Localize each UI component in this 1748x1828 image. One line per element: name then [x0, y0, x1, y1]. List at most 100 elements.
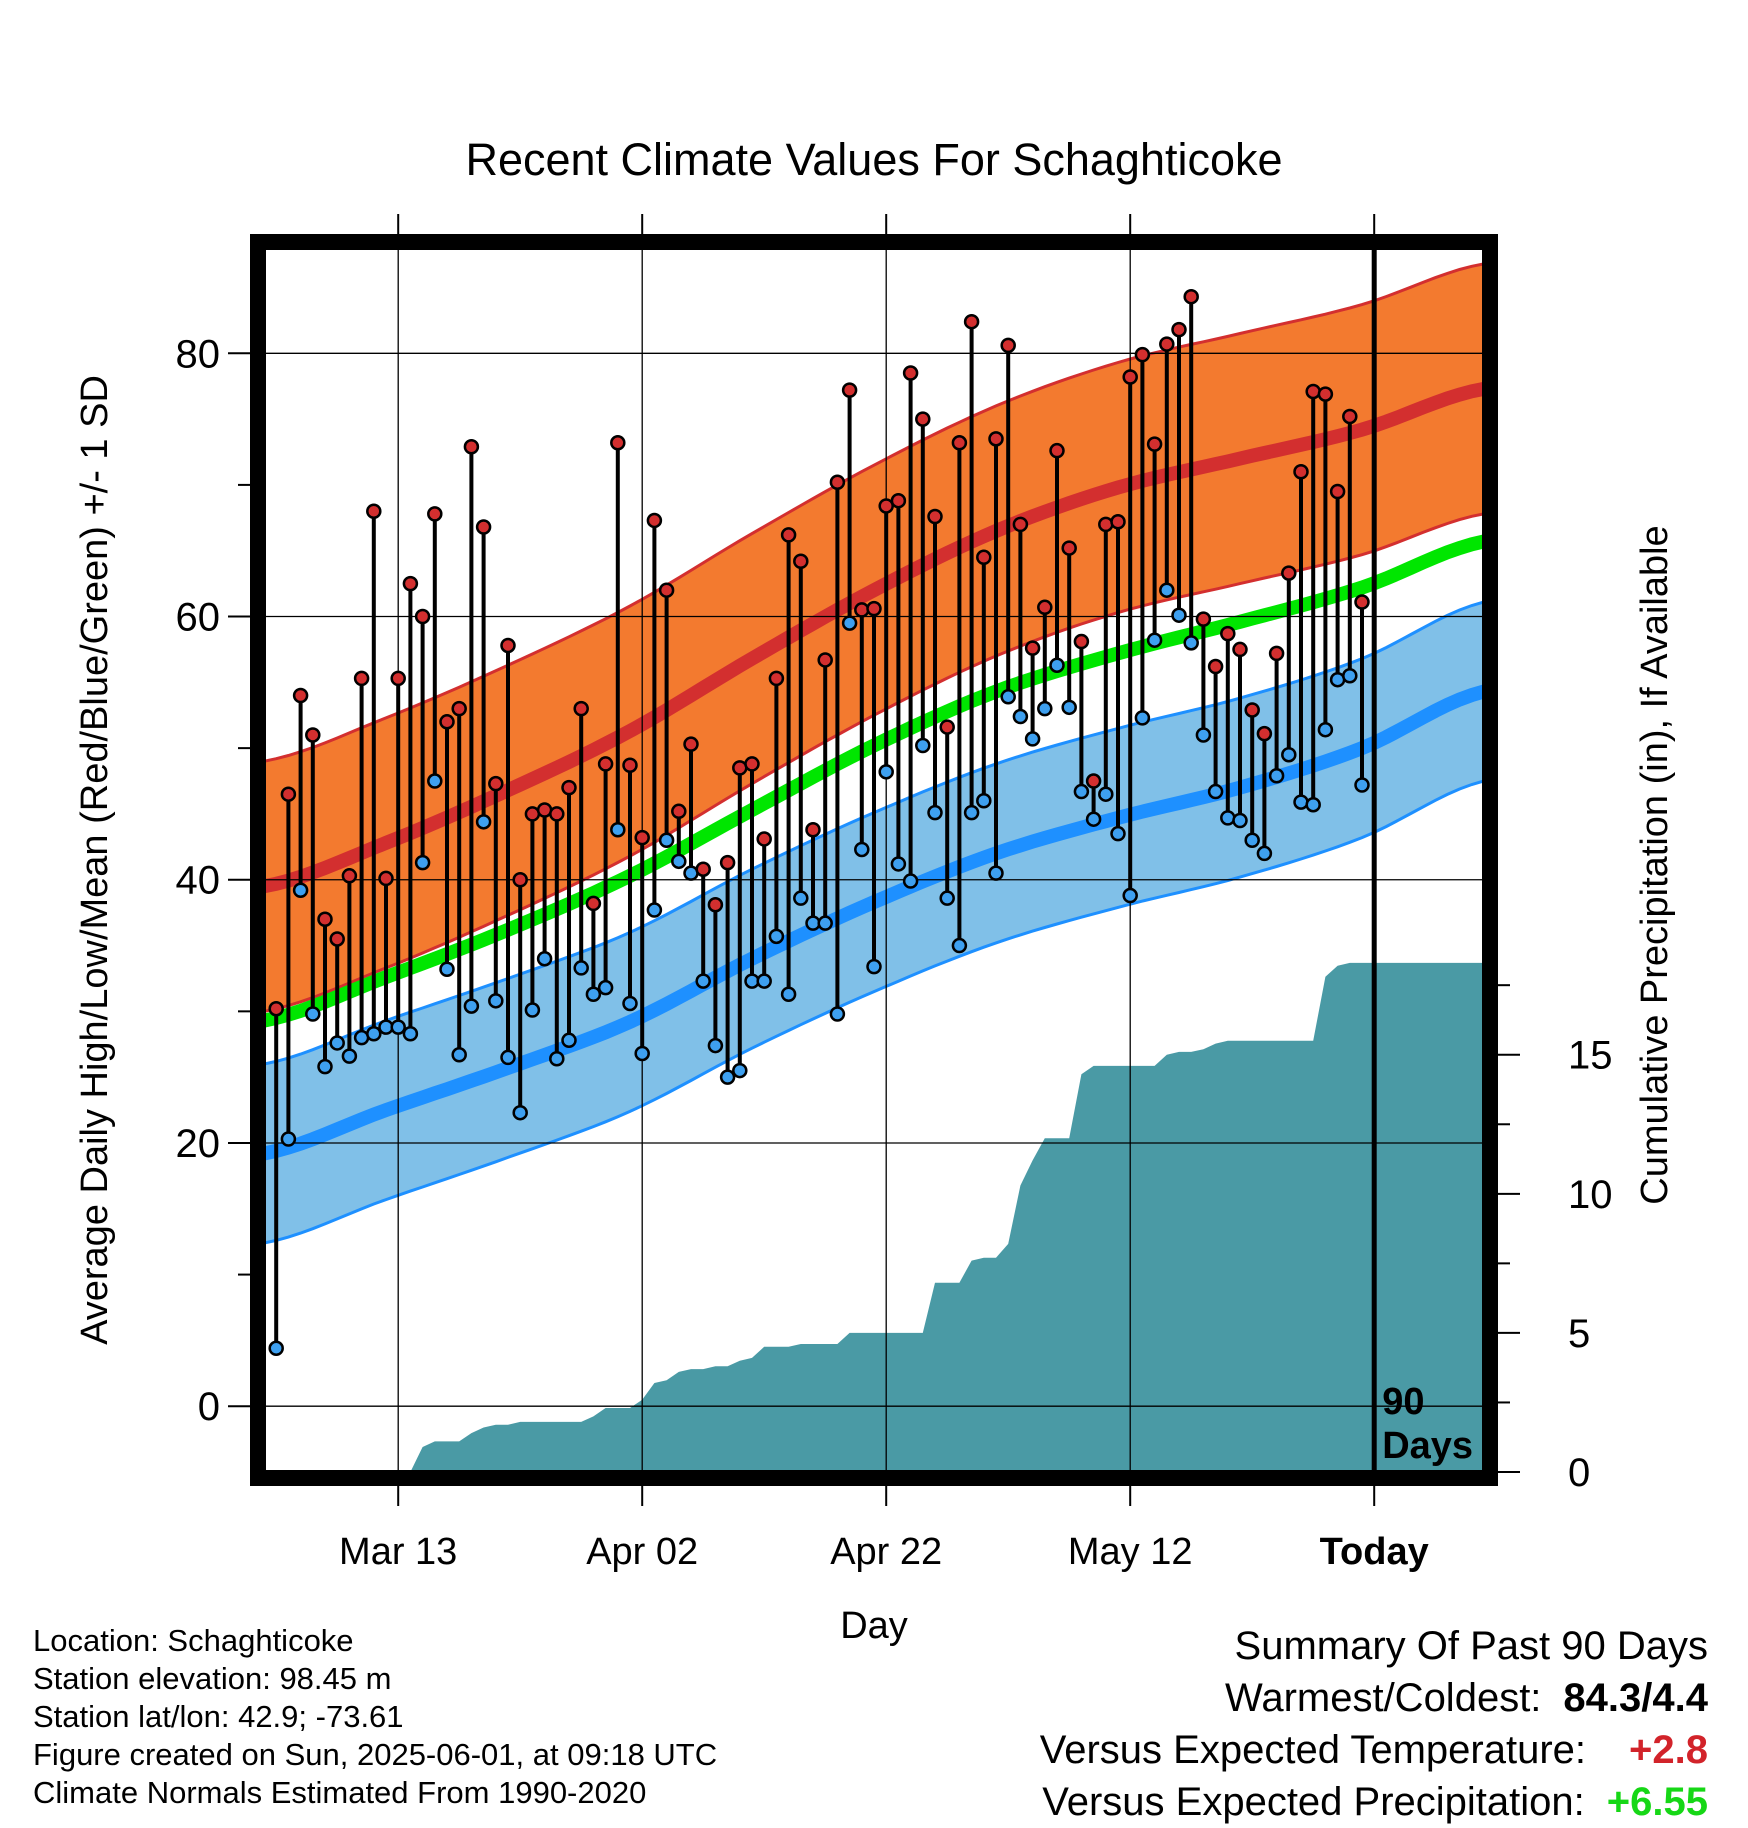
plot-inner: 90 Days: [264, 248, 1484, 1472]
observed-low-point: [414, 854, 431, 871]
y-axis-label: Average Daily High/Low/Mean (Red/Blue/Gr…: [74, 375, 116, 1345]
precip-anomaly-label: Versus Expected Precipitation:: [1042, 1780, 1585, 1824]
observed-low-point: [1293, 794, 1309, 810]
observed-low-point: [1317, 721, 1334, 738]
observed-high-point: [805, 821, 821, 838]
observed-low-point: [866, 958, 882, 975]
y2-axis-label: Cumulative Precipitation (in), If Availa…: [1634, 525, 1676, 1204]
warmest-coldest-value: 84.3/4.4: [1563, 1676, 1708, 1720]
observed-low-point: [634, 1045, 650, 1062]
x-axis-label: Day: [840, 1605, 908, 1647]
y2-tick-label: 5: [1568, 1312, 1590, 1356]
observed-high-point: [1207, 658, 1224, 675]
observed-high-point: [439, 714, 455, 730]
observed-low-point: [561, 1032, 577, 1049]
observed-high-point: [1268, 645, 1285, 662]
observed-high-point: [1061, 540, 1077, 556]
observed-high-point: [744, 756, 760, 772]
observed-low-point: [1061, 699, 1077, 716]
plot-area: 90 Days Mar 13 Apr 02 Apr 22 May 12 Today 0 20 40…: [176, 214, 1613, 1573]
observed-low-point: [1256, 845, 1273, 862]
observed-high-point: [1281, 565, 1297, 581]
observed-low-point: [1024, 731, 1041, 747]
observed-low-point: [1232, 812, 1248, 829]
observed-high-point: [1122, 369, 1138, 385]
y2-tick-label: 10: [1568, 1173, 1613, 1217]
observed-low-point: [841, 615, 858, 631]
temp-anomaly-label: Versus Expected Temperature:: [1039, 1728, 1586, 1772]
station-info: Location: Schaghticoke Station elevation…: [33, 1622, 717, 1812]
observed-high-point: [1159, 336, 1175, 352]
chart-title: Recent Climate Values For Schaghticoke: [465, 134, 1282, 185]
observed-high-point: [329, 931, 345, 947]
observed-high-point: [988, 431, 1004, 447]
observed-low-point: [341, 1048, 358, 1064]
observed-high-point: [1342, 408, 1358, 425]
observed-high-point: [951, 435, 968, 451]
observed-high-point: [549, 806, 565, 822]
observed-low-point: [280, 1131, 297, 1147]
observed-high-point: [414, 608, 431, 625]
observed-high-point: [902, 365, 919, 381]
observed-high-point: [317, 911, 333, 927]
observed-high-point: [707, 896, 724, 913]
observed-low-point: [622, 995, 638, 1012]
low-sd-lower-edge: [264, 779, 1484, 1245]
observed-low-point: [475, 814, 492, 830]
temp-anomaly-value: +2.8: [1629, 1728, 1708, 1772]
warmest-coldest-label: Warmest/Coldest:: [1225, 1676, 1542, 1720]
observed-high-point: [1146, 436, 1163, 452]
observed-low-point: [1342, 667, 1358, 684]
y-tick-label: 20: [176, 1122, 221, 1166]
observed-low-point: [500, 1049, 516, 1066]
observed-high-point: [695, 861, 711, 877]
summary-title: Summary Of Past 90 Days: [1234, 1624, 1708, 1668]
observed-low-point: [1134, 710, 1151, 726]
observed-low-point: [829, 1006, 846, 1022]
observed-low-point: [536, 950, 553, 967]
observed-high-point: [341, 868, 358, 884]
observed-low-point: [1207, 783, 1224, 800]
observed-high-point: [1329, 483, 1346, 500]
observed-high-point: [878, 498, 894, 514]
observed-high-point: [1000, 337, 1016, 354]
observed-high-point: [427, 506, 443, 522]
observed-low-point: [695, 973, 711, 989]
observed-low-point: [1073, 783, 1090, 800]
observed-high-point: [1232, 641, 1248, 658]
observed-high-point: [585, 895, 602, 912]
y-tick-label: 0: [198, 1385, 220, 1429]
observed-high-point: [1024, 640, 1041, 656]
observed-low-point: [1098, 786, 1114, 802]
observed-low-point: [915, 737, 931, 754]
observed-low-point: [1159, 582, 1175, 598]
observed-high-point: [1220, 625, 1236, 642]
observed-high-point: [1195, 611, 1212, 627]
observed-low-point: [524, 1002, 541, 1018]
observed-low-point: [780, 986, 797, 1002]
observed-low-point: [427, 773, 443, 789]
observed-low-point: [585, 986, 602, 1002]
observed-high-point: [780, 527, 797, 543]
observed-high-point: [866, 600, 882, 617]
observed-high-point: [1354, 594, 1370, 610]
observed-low-point: [707, 1037, 724, 1054]
observed-high-point: [658, 582, 675, 598]
observed-high-point: [463, 438, 480, 455]
observed-high-point: [1183, 288, 1199, 305]
observed-low-point: [1195, 727, 1212, 743]
observed-high-point: [1293, 463, 1309, 480]
observed-high-point: [475, 519, 492, 535]
precip-anomaly-value: +6.55: [1606, 1780, 1708, 1824]
observed-high-point: [719, 854, 736, 871]
observed-low-point: [719, 1069, 736, 1085]
observed-high-point: [305, 727, 321, 743]
observed-high-point: [915, 411, 931, 427]
y2-tick-label: 0: [1568, 1451, 1590, 1495]
observed-high-point: [451, 700, 467, 717]
x-tick-label: Apr 22: [830, 1531, 942, 1573]
observed-low-point: [890, 856, 907, 872]
observed-high-point: [622, 757, 638, 773]
created-text: Figure created on Sun, 2025-06-01, at 09…: [33, 1737, 718, 1772]
